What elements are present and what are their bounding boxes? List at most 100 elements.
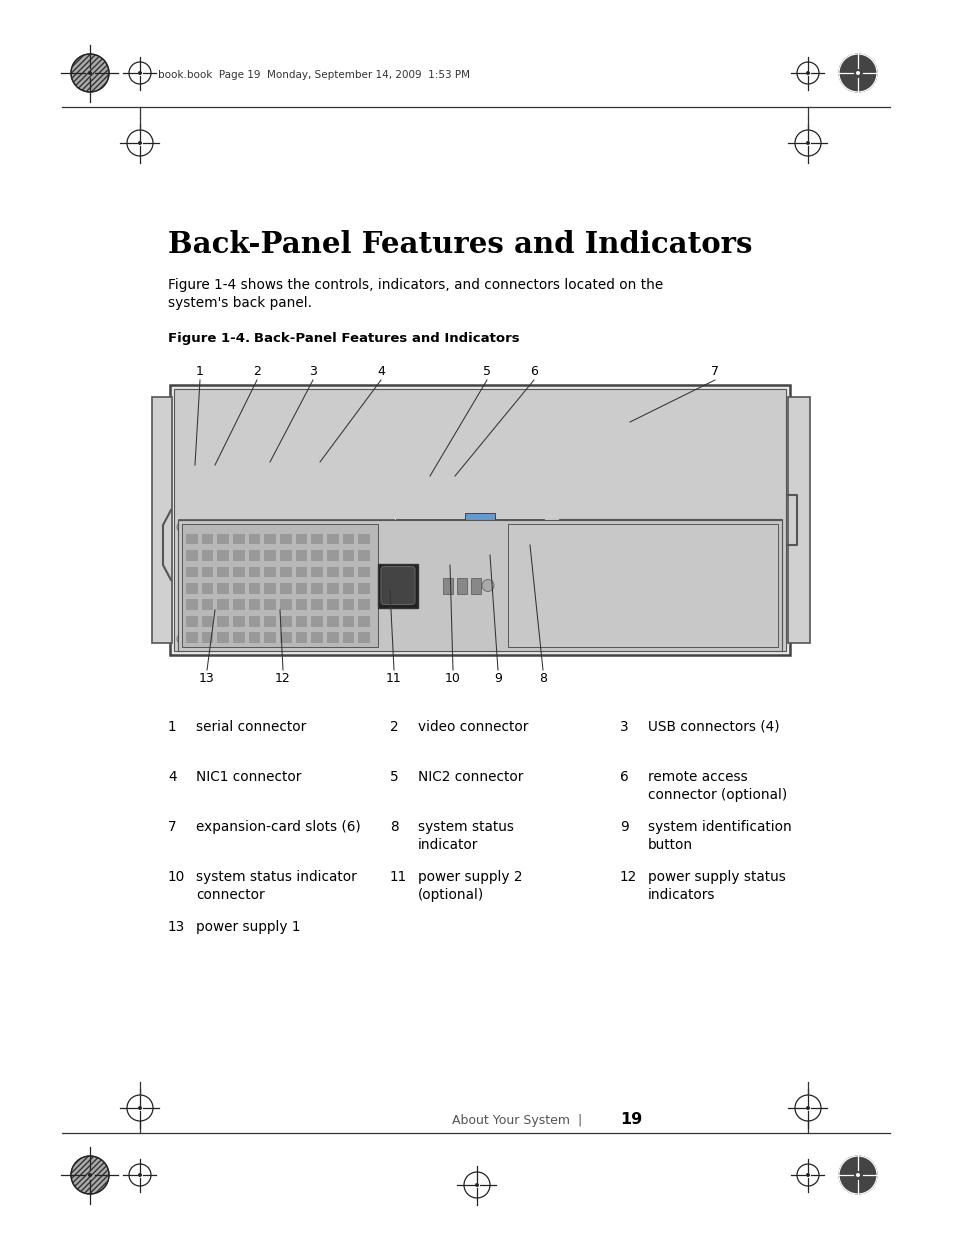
Bar <box>251 577 259 583</box>
Circle shape <box>453 532 455 535</box>
Bar <box>280 583 292 594</box>
Bar <box>367 627 375 634</box>
Bar <box>274 556 282 563</box>
Bar <box>217 534 229 545</box>
Bar <box>215 556 224 563</box>
Text: 9: 9 <box>494 672 501 685</box>
Text: 1: 1 <box>168 720 176 734</box>
Bar <box>342 534 355 545</box>
Bar <box>215 587 224 593</box>
Bar <box>327 550 338 561</box>
Circle shape <box>532 629 539 637</box>
Bar <box>295 567 307 577</box>
Bar <box>355 606 364 614</box>
Text: power supply 1: power supply 1 <box>195 920 300 934</box>
Bar <box>379 606 387 614</box>
Bar <box>201 632 213 643</box>
Circle shape <box>88 1173 91 1177</box>
Text: Back-Panel Features and Indicators: Back-Panel Features and Indicators <box>168 230 752 259</box>
Circle shape <box>412 538 414 541</box>
Bar <box>320 536 329 542</box>
Bar <box>186 632 197 643</box>
Bar <box>239 546 247 552</box>
Bar <box>297 546 306 552</box>
Text: 2: 2 <box>390 720 398 734</box>
Bar <box>217 616 229 626</box>
Bar <box>274 637 282 643</box>
Text: remote access
connector (optional): remote access connector (optional) <box>647 769 786 802</box>
Bar <box>309 618 317 624</box>
Text: serial connector: serial connector <box>195 720 306 734</box>
Bar <box>543 527 565 553</box>
Bar <box>546 534 554 538</box>
Bar <box>320 606 329 614</box>
Bar <box>204 587 213 593</box>
Bar <box>286 618 294 624</box>
Bar <box>706 522 740 643</box>
Bar <box>320 546 329 552</box>
Bar <box>239 526 247 532</box>
Bar <box>286 606 294 614</box>
Text: system's back panel.: system's back panel. <box>168 296 312 310</box>
Bar <box>344 556 352 563</box>
Circle shape <box>442 538 445 541</box>
Text: 13: 13 <box>168 920 185 934</box>
Bar <box>181 536 189 542</box>
Bar <box>309 577 317 583</box>
Bar <box>320 627 329 634</box>
Bar <box>251 597 259 604</box>
Bar <box>170 385 789 655</box>
Text: NIC1 connector: NIC1 connector <box>195 769 301 784</box>
Bar <box>355 577 364 583</box>
Bar <box>286 536 294 542</box>
Bar <box>201 599 213 610</box>
Bar <box>233 583 245 594</box>
Bar <box>671 522 703 643</box>
Bar <box>215 637 224 643</box>
Bar <box>358 534 370 545</box>
Bar <box>344 637 352 643</box>
Text: NIC2 connector: NIC2 connector <box>417 769 523 784</box>
Text: 11: 11 <box>386 672 401 685</box>
Bar <box>435 530 456 543</box>
Bar <box>274 606 282 614</box>
Bar <box>367 556 375 563</box>
Bar <box>367 577 375 583</box>
Bar <box>193 556 201 563</box>
Bar <box>239 556 247 563</box>
Bar <box>520 534 527 538</box>
Text: |: | <box>578 1114 581 1128</box>
Bar <box>286 546 294 552</box>
Circle shape <box>88 70 91 75</box>
Bar <box>333 606 340 614</box>
Bar <box>217 599 229 610</box>
Bar <box>379 577 387 583</box>
Bar <box>280 567 292 577</box>
Bar <box>204 637 213 643</box>
Bar <box>262 627 271 634</box>
Circle shape <box>592 534 598 541</box>
Circle shape <box>401 532 404 535</box>
Circle shape <box>519 629 527 637</box>
Bar <box>286 566 294 573</box>
Bar <box>311 599 323 610</box>
Bar <box>552 597 572 616</box>
Bar <box>286 597 294 604</box>
Circle shape <box>438 538 440 541</box>
Bar <box>251 526 259 532</box>
Text: 1: 1 <box>196 366 204 378</box>
Bar <box>280 599 292 610</box>
Text: 5: 5 <box>482 366 491 378</box>
Bar <box>215 627 224 634</box>
Bar <box>358 567 370 577</box>
Bar <box>262 637 271 643</box>
Bar <box>274 577 282 583</box>
Bar <box>742 522 775 643</box>
Bar <box>309 597 317 604</box>
Bar <box>274 627 282 634</box>
Bar <box>367 637 375 643</box>
Bar <box>379 566 387 573</box>
Bar <box>193 637 201 643</box>
Bar <box>186 599 197 610</box>
Circle shape <box>805 1107 809 1110</box>
